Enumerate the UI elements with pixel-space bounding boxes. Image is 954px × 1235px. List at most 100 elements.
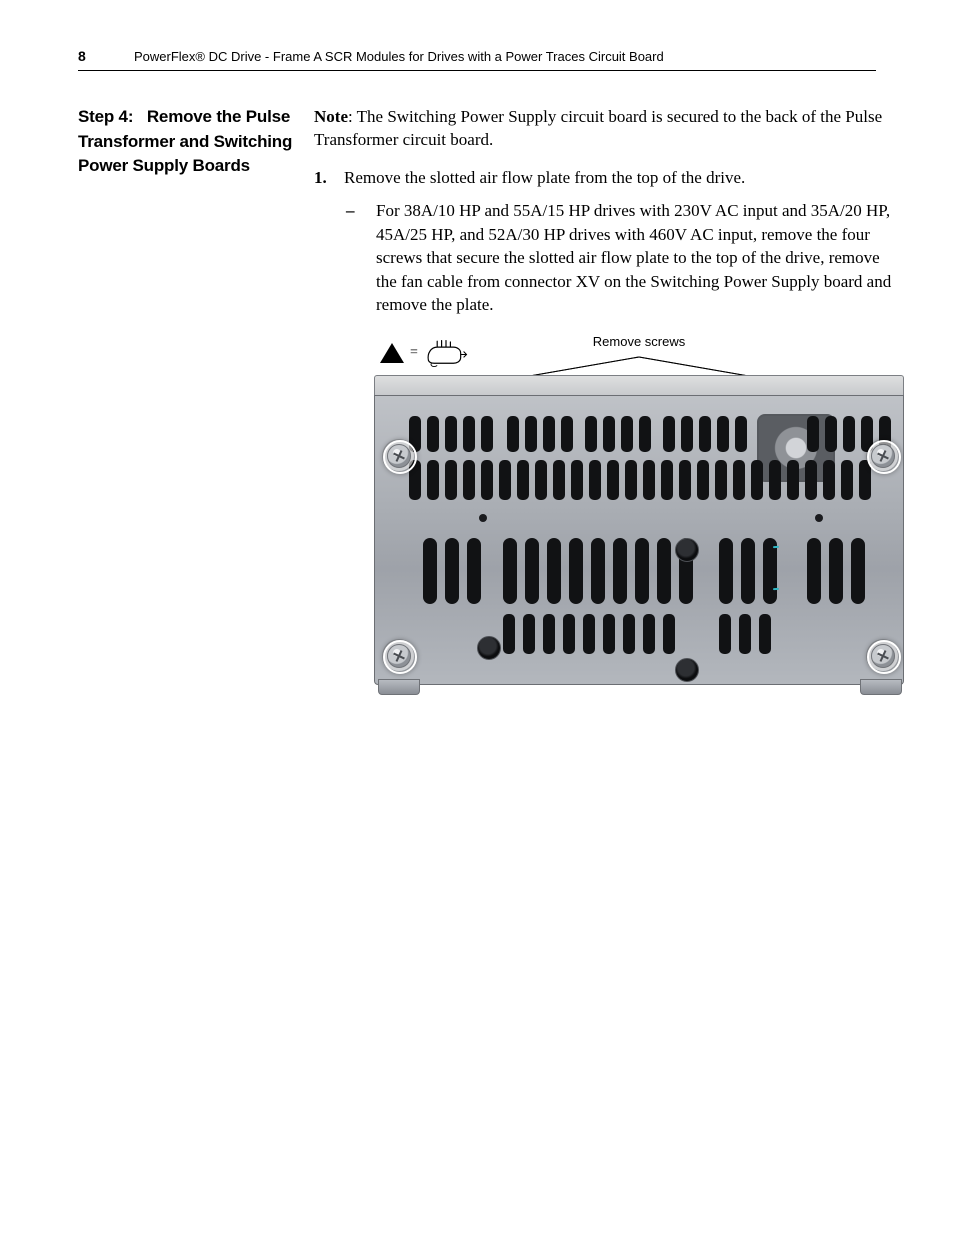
device-figure bbox=[374, 375, 904, 685]
vent-slot bbox=[663, 416, 675, 452]
vent-slot bbox=[661, 460, 673, 500]
vent-slot bbox=[591, 538, 605, 604]
vent-slot bbox=[621, 416, 633, 452]
esd-icon: = bbox=[380, 338, 468, 368]
vent-slot bbox=[445, 538, 459, 604]
vent-slot bbox=[841, 460, 853, 500]
rivet-dot bbox=[479, 514, 487, 522]
slot-row bbox=[503, 538, 693, 604]
figure-callout-text: Remove screws bbox=[593, 333, 685, 351]
vent-slot bbox=[643, 460, 655, 500]
vent-slot bbox=[741, 538, 755, 604]
vent-slot bbox=[639, 416, 651, 452]
device-foot-left bbox=[378, 679, 420, 695]
list-item: 1. Remove the slotted air flow plate fro… bbox=[314, 166, 904, 685]
vent-slot bbox=[525, 416, 537, 452]
note-label: Note bbox=[314, 107, 348, 126]
vent-slot bbox=[607, 460, 619, 500]
vent-slot bbox=[719, 538, 733, 604]
warning-triangle-icon bbox=[380, 343, 404, 363]
vent-slot bbox=[427, 460, 439, 500]
list-number: 1. bbox=[314, 166, 344, 685]
slot-row bbox=[719, 614, 771, 654]
step-heading-column: Step 4: Remove the Pulse Transformer and… bbox=[78, 105, 314, 179]
vent-slot bbox=[481, 416, 493, 452]
slot-row bbox=[423, 538, 481, 604]
vent-slot bbox=[423, 538, 437, 604]
page: 8 PowerFlex® DC Drive - Frame A SCR Modu… bbox=[0, 0, 954, 755]
list-body: Remove the slotted air flow plate from t… bbox=[344, 166, 904, 685]
slot-row bbox=[585, 416, 651, 452]
screw bbox=[871, 644, 895, 668]
doc-title: PowerFlex® DC Drive - Frame A SCR Module… bbox=[134, 49, 664, 64]
vent-slot bbox=[445, 416, 457, 452]
vent-slot bbox=[445, 460, 457, 500]
ordered-list: 1. Remove the slotted air flow plate fro… bbox=[314, 166, 904, 685]
vent-slot bbox=[409, 416, 421, 452]
vent-slot bbox=[807, 416, 819, 452]
vent-slot bbox=[589, 460, 601, 500]
vent-slot bbox=[523, 614, 535, 654]
vent-slot bbox=[571, 460, 583, 500]
vent-slot bbox=[805, 460, 817, 500]
vent-slot bbox=[825, 416, 837, 452]
step-number: Step 4: bbox=[78, 107, 133, 126]
vent-slot bbox=[561, 416, 573, 452]
note-paragraph: Note: The Switching Power Supply circuit… bbox=[314, 105, 904, 152]
vent-slot bbox=[739, 614, 751, 654]
vent-slot bbox=[499, 460, 511, 500]
vent-slot bbox=[751, 460, 763, 500]
body-column: Note: The Switching Power Supply circuit… bbox=[314, 105, 904, 695]
vent-slot bbox=[679, 460, 691, 500]
vent-slot bbox=[585, 416, 597, 452]
slot-row bbox=[507, 416, 573, 452]
vent-slot bbox=[543, 416, 555, 452]
vent-slot bbox=[503, 614, 515, 654]
page-header: 8 PowerFlex® DC Drive - Frame A SCR Modu… bbox=[78, 48, 876, 71]
round-hole bbox=[477, 636, 501, 660]
vent-slot bbox=[625, 460, 637, 500]
vent-slot bbox=[851, 538, 865, 604]
list-text: Remove the slotted air flow plate from t… bbox=[344, 168, 745, 187]
vent-slot bbox=[759, 614, 771, 654]
slot-row bbox=[663, 416, 747, 452]
vent-slot bbox=[861, 416, 873, 452]
device-top-rail bbox=[374, 375, 904, 395]
vent-slot bbox=[733, 460, 745, 500]
vent-slot bbox=[613, 538, 627, 604]
content-columns: Step 4: Remove the Pulse Transformer and… bbox=[78, 105, 876, 695]
slot-row bbox=[409, 460, 871, 500]
vent-slot bbox=[823, 460, 835, 500]
vent-slot bbox=[715, 460, 727, 500]
vent-slot bbox=[543, 614, 555, 654]
vent-slot bbox=[735, 416, 747, 452]
equals-sign: = bbox=[410, 343, 418, 362]
vent-slot bbox=[583, 614, 595, 654]
slot-row bbox=[719, 538, 777, 604]
vent-slot bbox=[769, 460, 781, 500]
vent-slot bbox=[697, 460, 709, 500]
slot-row bbox=[807, 538, 865, 604]
vent-slot bbox=[699, 416, 711, 452]
sub-dash: – bbox=[344, 199, 376, 316]
vent-slot bbox=[843, 416, 855, 452]
device-foot-right bbox=[860, 679, 902, 695]
vent-slot bbox=[563, 614, 575, 654]
vent-slot bbox=[463, 416, 475, 452]
vent-slot bbox=[623, 614, 635, 654]
slot-row bbox=[409, 416, 493, 452]
vent-slot bbox=[663, 614, 675, 654]
vent-slot bbox=[807, 538, 821, 604]
vent-slot bbox=[517, 460, 529, 500]
vent-slot bbox=[635, 538, 649, 604]
vent-slot bbox=[463, 460, 475, 500]
fan-label-sticker bbox=[773, 546, 779, 548]
slot-row bbox=[503, 614, 675, 654]
vent-slot bbox=[657, 538, 671, 604]
vent-slot bbox=[507, 416, 519, 452]
vent-slot bbox=[717, 416, 729, 452]
vent-slot bbox=[787, 460, 799, 500]
vent-slot bbox=[569, 538, 583, 604]
vent-slot bbox=[547, 538, 561, 604]
vent-slot bbox=[503, 538, 517, 604]
